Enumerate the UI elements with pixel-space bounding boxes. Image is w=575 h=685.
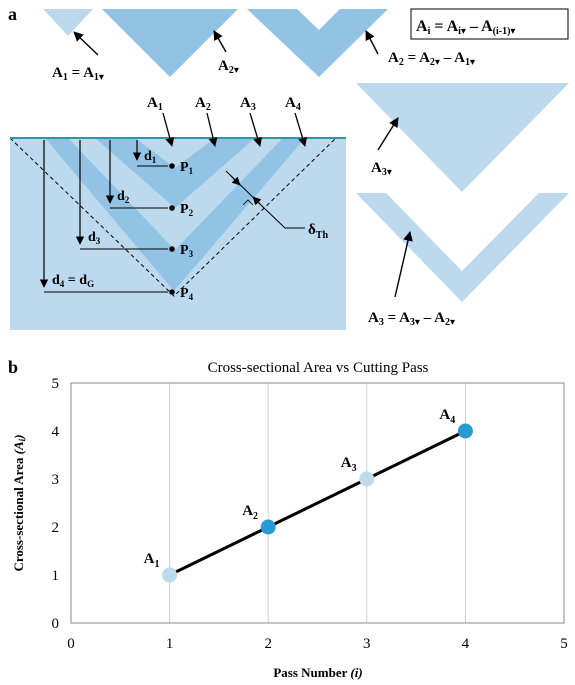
d4-label: d4 = dG <box>52 273 94 289</box>
a3v-label: A3▾ <box>371 160 392 178</box>
a3-eq-arrow <box>394 231 413 298</box>
data-point-2 <box>260 519 276 535</box>
data-points <box>162 423 473 583</box>
d2-label: d2 <box>117 189 130 205</box>
delta-th-label: δTh <box>308 222 328 241</box>
data-point-1 <box>162 567 178 583</box>
x-tick-label: 4 <box>462 636 470 652</box>
p3-label: P3 <box>180 243 194 259</box>
point-p3 <box>169 246 175 252</box>
x-tick-label: 5 <box>560 636 568 652</box>
y-tick-labels: 0 1 2 3 4 5 <box>52 376 60 632</box>
data-point-label-4: A4 <box>439 407 455 426</box>
a1-arrow <box>73 31 99 56</box>
a1-eq-label: A1 = A1▾ <box>52 65 104 83</box>
data-point-label-3: A3 <box>341 455 357 474</box>
x-tick-label: 3 <box>363 636 371 652</box>
x-axis-label: Pass Number (i) <box>273 665 362 680</box>
point-p4 <box>169 289 175 295</box>
d3-label: d3 <box>88 230 101 246</box>
a2-vshape-cut <box>297 9 340 30</box>
p1-label: P1 <box>180 160 194 176</box>
a2-vshape <box>247 9 388 77</box>
band-a1 <box>135 138 215 168</box>
x-tick-label: 0 <box>67 636 75 652</box>
top-label-a2: A2 <box>195 95 211 113</box>
top-label-a1: A1 <box>147 95 163 113</box>
point-p1 <box>169 163 175 169</box>
x-tick-label: 1 <box>166 636 174 652</box>
delta-th-marker: δTh <box>225 170 328 241</box>
x-tick-label: 2 <box>264 636 272 652</box>
a2-eq-arrow <box>365 30 379 55</box>
x-tick-labels: 0 1 2 3 4 5 <box>67 636 568 652</box>
panel-a-label: a <box>8 4 17 24</box>
data-point-3 <box>359 471 375 487</box>
chart-plot-area: 0 1 2 3 4 5 0 1 2 3 4 5 A1 A2 A3 A4 <box>52 376 568 652</box>
a2v-arrow <box>213 30 227 53</box>
y-tick-label: 4 <box>52 424 60 440</box>
data-point-label-2: A2 <box>242 503 258 522</box>
y-tick-label: 3 <box>52 472 60 488</box>
points-p: P1 P2 P3 P4 <box>169 160 194 302</box>
a2-eq-label: A2 = A2▾ – A1▾ <box>388 50 475 68</box>
d1-label: d1 <box>144 149 157 165</box>
top-label-a4: A4 <box>285 95 301 113</box>
data-point-label-1: A1 <box>144 551 160 570</box>
chart-grid <box>169 383 466 623</box>
a3v-triangle <box>356 83 569 192</box>
a2v-triangle <box>102 9 238 77</box>
a3v-arrow <box>377 117 399 151</box>
cut-envelope-dashed <box>9 137 337 297</box>
panel-a: a Ai = Ai▾ – A(i-1)▾ A1 = A1▾ A2▾ A2 = A… <box>8 4 569 330</box>
top-labels: A1 A2 A3 A4 <box>147 95 307 147</box>
y-tick-label: 5 <box>52 376 60 392</box>
p2-label: P2 <box>180 202 194 218</box>
y-tick-label: 2 <box>52 520 60 536</box>
y-tick-label: 1 <box>52 568 60 584</box>
a3-eq-label: A3 = A3▾ – A2▾ <box>368 310 455 328</box>
chart-frame <box>70 382 565 624</box>
depth-arrows: d1 d2 d3 d4 = dG <box>39 140 168 293</box>
y-axis-label: Cross-sectional Area (Ai) <box>11 434 27 571</box>
data-point-4 <box>457 423 473 439</box>
series-line <box>168 429 467 577</box>
top-label-a3: A3 <box>240 95 256 113</box>
panel-b: b Cross-sectional Area vs Cutting Pass 0… <box>8 357 568 680</box>
formula-text: Ai = Ai▾ – A(i-1)▾ <box>416 18 515 37</box>
a1-small-triangle <box>43 9 93 36</box>
chart-title: Cross-sectional Area vs Cutting Pass <box>208 360 429 376</box>
data-point-labels: A1 A2 A3 A4 <box>144 407 456 570</box>
point-p2 <box>169 205 175 211</box>
y-tick-label: 0 <box>52 616 60 632</box>
a3-vshape-cut <box>386 193 539 271</box>
formula-box <box>410 8 569 40</box>
panel-b-label: b <box>8 357 18 377</box>
a2v-label: A2▾ <box>218 58 239 76</box>
p4-label: P4 <box>180 286 194 302</box>
